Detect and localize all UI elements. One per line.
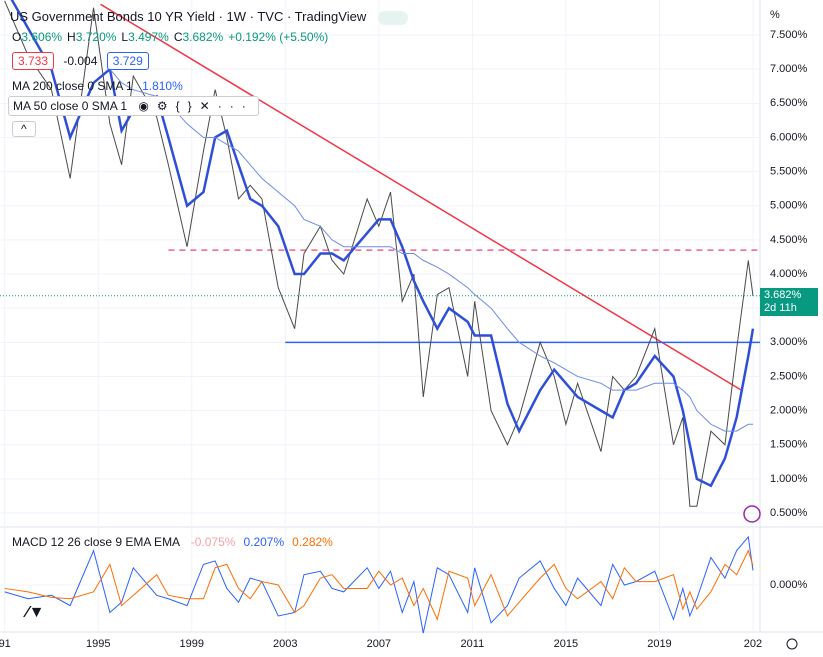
symbol-title: US Government Bonds 10 YR Yield · 1W · T… bbox=[10, 9, 367, 24]
y-tick-label: 4.000% bbox=[770, 268, 808, 280]
y-tick-label: 6.500% bbox=[770, 97, 808, 109]
bid-box[interactable]: 3.733 bbox=[12, 52, 55, 70]
y-tick-label: 0.000% bbox=[770, 579, 808, 591]
y-tick-label: 5.000% bbox=[770, 200, 808, 212]
macd-line bbox=[4, 549, 754, 621]
macd-legend: MACD 12 26 close 9 EMA EMA -0.075% 0.207%… bbox=[12, 535, 333, 549]
ohlc-row: O3.606% H3.720% L3.497% C3.682% +0.192% (+5.… bbox=[12, 30, 328, 44]
ohlc-key: C bbox=[173, 30, 183, 44]
last-price: 3.682% bbox=[764, 288, 802, 301]
macd-reading: -0.075% bbox=[190, 535, 236, 549]
macd-line bbox=[4, 535, 754, 634]
x-tick-label: 1995 bbox=[86, 638, 110, 650]
x-tick-label: 2011 bbox=[461, 638, 485, 650]
y-tick-label: 1.000% bbox=[770, 473, 808, 485]
axis-unit: % bbox=[770, 9, 780, 21]
countdown: 2d 11h bbox=[764, 301, 797, 314]
quote-row: 3.733 -0.004 3.729 bbox=[12, 52, 155, 70]
ask-box[interactable]: 3.729 bbox=[106, 52, 149, 70]
last-price-label: 3.682% 2d 11h bbox=[760, 287, 818, 316]
ma200-value: 1.810% bbox=[142, 79, 183, 93]
macd-reading: 0.207% bbox=[243, 535, 285, 549]
series-line bbox=[10, 0, 755, 488]
ma200-legend: MA 200 close 0 SMA 1 1.810% bbox=[12, 79, 183, 93]
status-badge[interactable] bbox=[377, 10, 408, 25]
y-tick-label: 7.000% bbox=[770, 63, 808, 75]
ma50-label: MA 50 close 0 SMA 1 bbox=[13, 99, 128, 113]
y-tick-label: 7.500% bbox=[770, 29, 808, 41]
ohlc-value: 3.682% bbox=[182, 30, 224, 44]
macd-label: MACD 12 26 close 9 EMA EMA bbox=[12, 535, 180, 549]
x-tick-label: 2015 bbox=[554, 638, 578, 650]
y-tick-label: 6.000% bbox=[770, 131, 808, 143]
events-icon[interactable] bbox=[743, 505, 761, 523]
ohlc-key: L bbox=[121, 30, 129, 44]
y-tick-label: 3.000% bbox=[770, 336, 808, 348]
y-tick-label: 1.500% bbox=[770, 439, 808, 451]
x-tick-label: 202 bbox=[744, 638, 762, 650]
x-tick-label: 2003 bbox=[273, 638, 297, 650]
x-tick-label: 1999 bbox=[180, 638, 204, 650]
ohlc-value: 3.720% bbox=[75, 30, 117, 44]
ohlc-key: H bbox=[67, 30, 76, 44]
ma200-label: MA 200 close 0 SMA 1 bbox=[12, 79, 133, 93]
ohlc-key: O bbox=[12, 30, 22, 44]
settings-icon[interactable] bbox=[786, 638, 798, 650]
change: +0.192% (+5.50%) bbox=[228, 30, 329, 44]
x-tick-label: 2019 bbox=[647, 638, 671, 650]
macd-reading: 0.282% bbox=[292, 535, 333, 549]
collapse-button[interactable]: ^ bbox=[12, 121, 36, 137]
plot bbox=[0, 0, 760, 634]
x-tick-label: 2007 bbox=[367, 638, 391, 650]
header-title-row: US Government Bonds 10 YR Yield · 1W · T… bbox=[10, 9, 408, 25]
legend-tools[interactable]: ◉⚙{}✕··· bbox=[138, 99, 254, 113]
tv-logo: ⁄▼ bbox=[23, 604, 45, 621]
trend-line bbox=[100, 3, 742, 391]
y-tick-label: 2.000% bbox=[770, 405, 808, 417]
y-tick-label: 5.500% bbox=[770, 166, 808, 178]
y-tick-label: 4.500% bbox=[770, 234, 808, 246]
y-tick-label: 2.500% bbox=[770, 370, 808, 382]
series-line bbox=[109, 68, 753, 432]
ohlc-value: 3.606% bbox=[21, 30, 63, 44]
spread: -0.004 bbox=[63, 54, 98, 68]
x-tick-label: 91 bbox=[0, 638, 11, 650]
ohlc-value: 3.497% bbox=[128, 30, 169, 44]
series-line bbox=[4, 0, 754, 507]
ma50-legend[interactable]: MA 50 close 0 SMA 1 ◉⚙{}✕··· bbox=[8, 96, 259, 116]
y-tick-label: 0.500% bbox=[770, 507, 808, 519]
